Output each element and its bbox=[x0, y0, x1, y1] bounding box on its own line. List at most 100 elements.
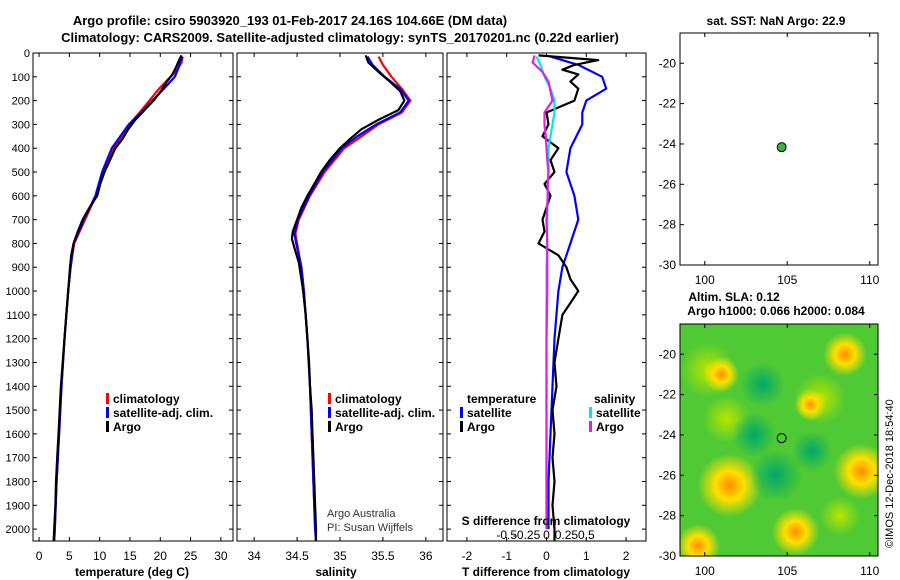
heatmap-blob bbox=[732, 412, 777, 457]
difference-panel: -2 -1 0 1 2 -0.5-0.25 0 0.25 0.5 bbox=[446, 52, 647, 563]
depth-tick-label: 1500 bbox=[6, 405, 30, 417]
legend-argo-label: Argo bbox=[335, 420, 363, 434]
depth-tick-label: 1200 bbox=[6, 334, 30, 346]
temperature-xlabel: temperature (deg C) bbox=[75, 565, 189, 579]
plot-frame bbox=[236, 52, 444, 542]
lon-tick-label: 100 bbox=[695, 564, 715, 578]
x-tick-label: 34.5 bbox=[285, 549, 309, 563]
heatmap-blob bbox=[823, 332, 867, 377]
x-tick-label: 35 bbox=[333, 549, 347, 563]
heatmap-blob bbox=[749, 449, 802, 502]
depth-tick-label: 100 bbox=[12, 72, 30, 84]
title-line-2: Climatology: CARS2009. Satellite-adjuste… bbox=[61, 30, 619, 45]
salinity-legend: climatology satellite-adj. clim. Argo bbox=[328, 392, 435, 434]
lon-tick-label: 100 bbox=[695, 273, 715, 287]
legend-climatology-label: climatology bbox=[335, 392, 402, 406]
depth-tick-label: 800 bbox=[12, 238, 30, 250]
depth-tick-label: 1100 bbox=[6, 310, 30, 322]
lon-tick-label: 110 bbox=[860, 564, 879, 578]
x-tick-label: 15 bbox=[123, 549, 137, 563]
series-line-temperature-satellite bbox=[547, 55, 608, 530]
legend-salinity-title: salinity bbox=[594, 392, 636, 406]
depth-tick-label: 1000 bbox=[6, 286, 30, 298]
legend-t-satellite-label: satellite bbox=[467, 406, 512, 420]
s-tick-label: -0.5 bbox=[496, 528, 517, 542]
heatmap-blob bbox=[794, 388, 827, 421]
lat-tick-label: -22 bbox=[659, 388, 677, 402]
legend-s-satellite-label: satellite bbox=[596, 406, 641, 420]
sst-map-panel: -20 -22 -24 -26 -28 -30 100 105 110 bbox=[659, 32, 880, 287]
lon-tick-label: 110 bbox=[860, 273, 879, 287]
heatmap-field bbox=[680, 324, 878, 556]
depth-tick-label: 1900 bbox=[6, 500, 30, 512]
lat-tick-label: -26 bbox=[659, 468, 677, 482]
depth-tick-label: 900 bbox=[12, 262, 30, 274]
s-tick-label: 0.25 bbox=[555, 528, 579, 542]
imos-credit: ©IMOS 12-Dec-2018 18:54:40 bbox=[884, 399, 896, 548]
t-difference-xlabel: T difference from climatology bbox=[462, 565, 630, 579]
depth-tick-label: 500 bbox=[12, 167, 30, 179]
sla-map-panel: -20 -22 -24 -26 -28 -30 100 105 110 bbox=[659, 323, 880, 578]
depth-tick-label: 0 bbox=[24, 48, 30, 60]
depth-tick-label: 1800 bbox=[6, 476, 30, 488]
depth-tick-label: 1400 bbox=[6, 381, 30, 393]
heatmap-blob bbox=[833, 443, 878, 500]
heatmap-blob bbox=[820, 495, 861, 536]
plot-frame bbox=[32, 52, 234, 542]
legend-satellite-label: satellite-adj. clim. bbox=[335, 406, 435, 420]
temperature-legend: climatology satellite-adj. clim. Argo bbox=[106, 392, 213, 434]
legend-argo-label: Argo bbox=[113, 420, 141, 434]
legend-argo-swatch bbox=[328, 421, 331, 432]
lat-tick-label: -22 bbox=[659, 97, 677, 111]
legend-s-argo-label: Argo bbox=[596, 420, 624, 434]
x-tick-label: 1 bbox=[583, 549, 590, 563]
difference-legend: temperature salinity satellite Argo sate… bbox=[460, 392, 641, 434]
x-tick-label: 10 bbox=[93, 549, 107, 563]
sla-map-title-2: Argo h1000: 0.066 h2000: 0.084 bbox=[687, 304, 865, 318]
float-position-marker bbox=[776, 142, 787, 153]
series-line-temperature-argo bbox=[537, 54, 600, 541]
s-tick-label: 0 bbox=[543, 528, 550, 542]
depth-tick-label: 700 bbox=[12, 215, 30, 227]
lat-tick-label: -24 bbox=[659, 137, 677, 151]
x-tick-label: 0 bbox=[543, 549, 550, 563]
heatmap-blob bbox=[792, 431, 832, 472]
x-tick-label: 25 bbox=[184, 549, 198, 563]
lat-tick-label: -30 bbox=[659, 258, 677, 272]
lon-tick-label: 105 bbox=[777, 273, 797, 287]
depth-tick-label: 600 bbox=[12, 191, 30, 203]
depth-tick-label: 200 bbox=[12, 96, 30, 108]
x-tick-label: 36 bbox=[419, 549, 433, 563]
depth-tick-label: 1300 bbox=[6, 357, 30, 369]
series-line-salinity-argo bbox=[531, 55, 554, 530]
argo-australia-note: Argo Australia bbox=[327, 508, 396, 520]
legend-climatology-swatch bbox=[328, 393, 331, 404]
legend-climatology-label: climatology bbox=[113, 392, 180, 406]
lon-tick-label: 105 bbox=[777, 564, 797, 578]
legend-satellite-swatch bbox=[106, 407, 109, 418]
x-tick-label: 2 bbox=[623, 549, 630, 563]
series-line-argo bbox=[52, 54, 183, 542]
pi-note: PI: Susan Wijffels bbox=[327, 522, 413, 534]
x-tick-label: 35.5 bbox=[371, 549, 395, 563]
sla-map-title-1: Altim. SLA: 0.12 bbox=[688, 290, 780, 304]
x-tick-label: 0 bbox=[36, 549, 43, 563]
heatmap-blob bbox=[771, 507, 820, 556]
legend-t-argo-swatch bbox=[460, 421, 463, 432]
x-tick-label: 20 bbox=[154, 549, 168, 563]
legend-s-satellite-swatch bbox=[589, 407, 592, 418]
s-tick-label: 0.5 bbox=[578, 528, 595, 542]
heatmap-blob bbox=[703, 356, 740, 393]
depth-tick-label: 300 bbox=[12, 119, 30, 131]
legend-s-argo-swatch bbox=[589, 421, 592, 432]
sst-map-title: sat. SST: NaN Argo: 22.9 bbox=[707, 14, 846, 28]
depth-tick-label: 1600 bbox=[6, 429, 30, 441]
x-tick-label: 5 bbox=[66, 549, 73, 563]
lat-tick-label: -20 bbox=[659, 347, 677, 361]
legend-argo-swatch bbox=[106, 421, 109, 432]
lat-tick-label: -28 bbox=[659, 218, 677, 232]
lat-tick-label: -30 bbox=[659, 549, 677, 563]
temperature-panel: 0100200300400500600700800900100011001200… bbox=[6, 48, 234, 563]
legend-temperature-title: temperature bbox=[467, 392, 537, 406]
